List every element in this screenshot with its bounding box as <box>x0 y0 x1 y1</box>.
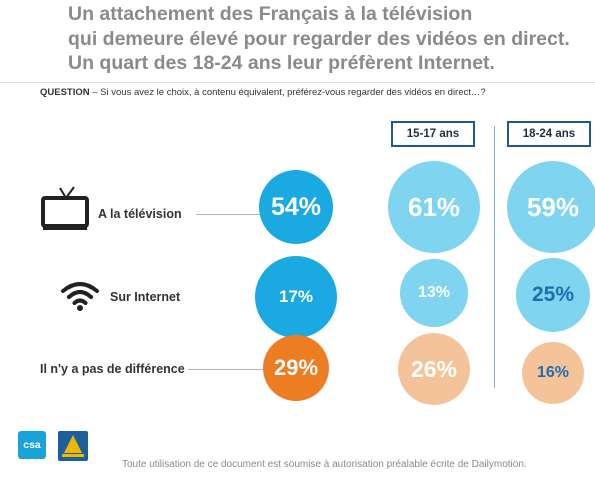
row-label-television: A la télévision <box>98 207 182 221</box>
bubble-18-24-television: 59% <box>507 161 595 253</box>
csa-logo: csa <box>18 431 46 459</box>
title-line-2: qui demeure élevé pour regarder des vidé… <box>68 27 570 50</box>
footer-disclaimer: Toute utilisation de ce document est sou… <box>122 459 527 470</box>
leader-line-television <box>196 214 262 215</box>
bubble-total-internet: 17% <box>255 256 337 338</box>
page-title: Un attachement des Français à la télévis… <box>68 2 588 76</box>
wifi-icon <box>61 282 99 311</box>
column-divider <box>494 126 495 388</box>
tv-icon <box>41 186 89 230</box>
column-header-15-17: 15-17 ans <box>391 121 475 147</box>
title-line-1: Un attachement des Français à la télévis… <box>68 3 473 25</box>
column-header-18-24: 18-24 ans <box>507 121 591 147</box>
bubble-total-no-difference: 29% <box>263 335 329 401</box>
question-prefix: QUESTION <box>40 87 90 98</box>
title-line-3: Un quart des 18-24 ans leur préfèrent In… <box>68 52 495 74</box>
row-label-internet: Sur Internet <box>110 290 181 304</box>
dailymotion-logo <box>58 431 88 461</box>
bubble-15-17-no-difference: 26% <box>398 333 470 405</box>
bubble-15-17-internet: 13% <box>400 259 468 327</box>
title-divider <box>0 82 595 83</box>
question-body: – Si vous avez le choix, à contenu équiv… <box>89 87 486 98</box>
bubble-18-24-no-difference: 16% <box>522 342 584 404</box>
bubble-15-17-television: 61% <box>388 161 480 253</box>
leader-line-no-difference <box>188 369 264 370</box>
bubble-total-television: 54% <box>259 170 333 244</box>
bubble-18-24-internet: 25% <box>516 258 590 332</box>
question-text: QUESTION – Si vous avez le choix, à cont… <box>40 87 486 98</box>
row-label-no-difference: Il n'y a pas de différence <box>40 362 185 376</box>
